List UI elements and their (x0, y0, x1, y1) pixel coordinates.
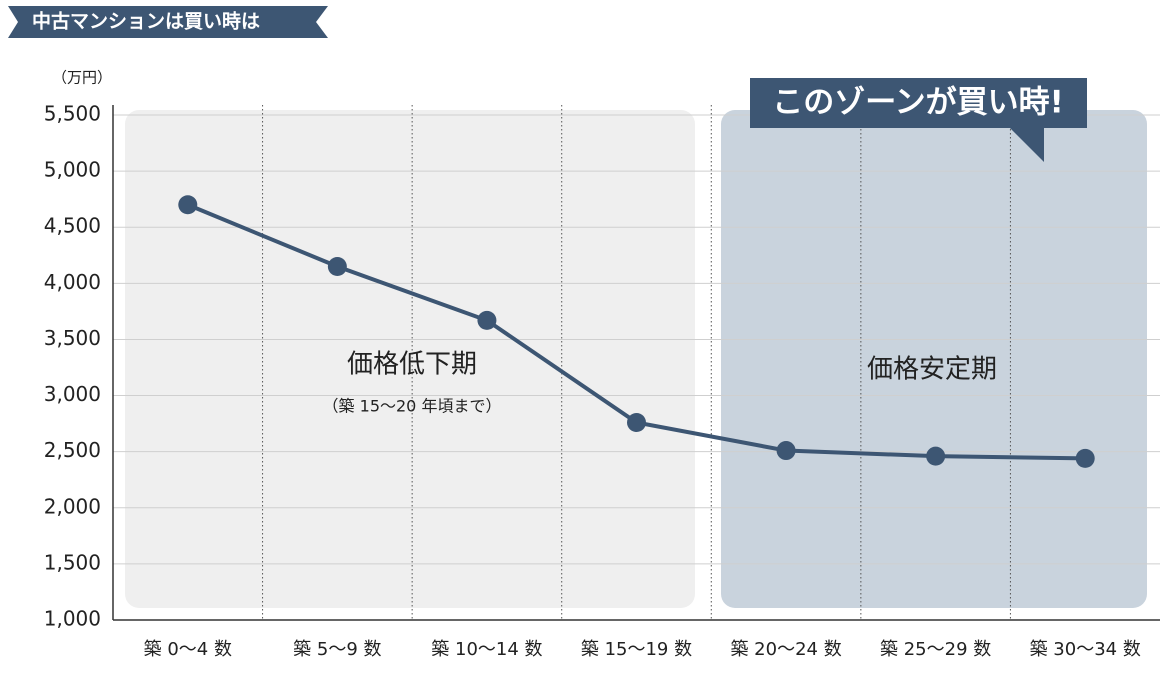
zone-label: 価格低下期 (347, 350, 477, 380)
y-tick-label: 1,500 (44, 550, 101, 574)
chart-title: 中古マンションは買い時は (32, 10, 260, 33)
y-tick-label: 4,000 (44, 270, 101, 294)
decline-zone (125, 110, 695, 608)
y-tick-label: 3,500 (44, 326, 101, 350)
y-tick-label: 5,500 (44, 102, 101, 126)
y-tick-label: 4,500 (44, 214, 101, 238)
x-tick-label: 築 5〜9 数 (293, 639, 381, 660)
data-point (477, 310, 497, 330)
callout-text: このゾーンが買い時! (772, 85, 1064, 121)
zone-note: （築 15〜20 年頃まで） (323, 397, 502, 416)
x-tick-label: 築 25〜29 数 (880, 639, 991, 660)
data-point (1075, 448, 1095, 468)
x-tick-label: 築 10〜14 数 (431, 639, 542, 660)
callout-box (750, 78, 1087, 162)
y-tick-label: 2,000 (44, 494, 101, 518)
y-tick-label: 5,000 (44, 158, 101, 182)
x-tick-label: 築 15〜19 数 (581, 639, 692, 660)
data-point (178, 195, 198, 215)
x-tick-label: 築 20〜24 数 (730, 639, 841, 660)
data-point (327, 257, 347, 276)
zone-label: 価格安定期 (867, 355, 997, 385)
y-tick-label: 1,000 (44, 607, 101, 631)
y-axis-label: （万円） (52, 69, 112, 87)
data-point (926, 446, 946, 466)
data-point (776, 441, 796, 461)
data-point (627, 412, 646, 432)
x-tick-label: 築 0〜4 数 (144, 639, 232, 660)
stable-zone (721, 110, 1147, 608)
title-banner (8, 6, 328, 38)
x-tick-label: 築 30〜34 数 (1030, 639, 1141, 660)
y-tick-label: 3,000 (44, 382, 101, 406)
y-tick-label: 2,500 (44, 438, 101, 462)
